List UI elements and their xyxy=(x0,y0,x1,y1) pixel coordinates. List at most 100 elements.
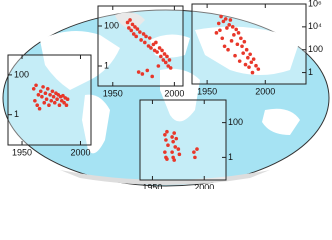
data-point xyxy=(163,132,167,137)
data-point xyxy=(172,158,176,162)
data-point xyxy=(52,100,57,105)
data-point xyxy=(243,62,248,67)
plot-frame xyxy=(191,3,307,85)
data-point xyxy=(37,106,42,111)
plot-frame xyxy=(97,5,184,87)
data-point xyxy=(159,54,163,59)
data-point xyxy=(219,14,223,19)
data-point xyxy=(48,92,52,97)
data-point xyxy=(38,89,43,94)
data-point xyxy=(254,63,258,68)
y-tick-label: 1 xyxy=(14,109,19,119)
data-point xyxy=(167,58,172,62)
y-tick-label: 10⁶ xyxy=(308,0,322,8)
page: 1 100 1950 2000 1 100 10⁴ 10⁶ 1950 2000 1 100 1950 20… xyxy=(2,0,330,189)
data-point xyxy=(242,39,247,44)
data-point xyxy=(233,53,237,58)
data-point xyxy=(135,27,140,31)
data-point xyxy=(34,83,38,88)
data-point xyxy=(246,55,250,60)
data-point xyxy=(138,30,142,34)
data-point xyxy=(240,44,244,49)
data-point xyxy=(195,147,199,151)
data-point xyxy=(44,97,49,102)
data-point xyxy=(40,94,44,99)
data-point xyxy=(230,25,235,29)
data-point xyxy=(160,48,164,53)
data-point xyxy=(164,138,168,142)
data-point xyxy=(129,28,134,33)
data-point xyxy=(147,36,152,40)
y-tick-label: 1 xyxy=(308,67,313,77)
y-tick-label: 100 xyxy=(14,69,29,79)
data-point xyxy=(144,34,148,39)
inset-chart: 1 100 1950 2000 xyxy=(97,5,184,98)
figure: 1 100 1950 2000 1 100 10⁴ 10⁶ 1950 2000 1 100 1950 20… xyxy=(2,0,330,189)
data-point xyxy=(220,36,225,41)
data-point xyxy=(136,70,141,74)
data-point xyxy=(234,27,239,32)
data-point xyxy=(141,32,146,36)
data-point xyxy=(149,46,153,50)
y-tick-label: 100 xyxy=(308,44,323,54)
data-point xyxy=(126,26,131,30)
data-point xyxy=(43,91,48,96)
data-point xyxy=(65,97,70,102)
data-point xyxy=(35,103,40,108)
data-point xyxy=(166,64,171,68)
data-point xyxy=(226,47,230,52)
data-point xyxy=(232,33,236,37)
data-point xyxy=(250,70,255,75)
data-point xyxy=(161,58,166,62)
data-point xyxy=(162,52,167,56)
data-point xyxy=(140,72,145,76)
data-point xyxy=(171,139,175,144)
x-tick-label: 1950 xyxy=(142,182,162,189)
data-point xyxy=(173,145,178,149)
data-point xyxy=(256,67,261,71)
data-point xyxy=(45,87,50,91)
data-point xyxy=(125,20,130,25)
data-point xyxy=(222,44,227,49)
x-tick-label: 2000 xyxy=(255,86,275,96)
data-point xyxy=(248,52,252,57)
world-map xyxy=(2,9,330,187)
data-point xyxy=(225,26,229,30)
x-tick-label: 2000 xyxy=(164,88,184,98)
data-point xyxy=(151,42,156,47)
data-point xyxy=(165,54,169,59)
y-tick-label: 100 xyxy=(104,20,119,30)
x-tick-label: 1950 xyxy=(12,147,32,157)
data-point xyxy=(51,94,56,99)
data-point xyxy=(218,28,222,33)
data-point xyxy=(145,68,150,73)
data-point xyxy=(36,92,41,97)
data-point xyxy=(192,150,196,154)
y-tick-label: 1 xyxy=(104,60,109,70)
data-point xyxy=(228,18,233,22)
data-point xyxy=(239,36,243,41)
x-tick-label: 1950 xyxy=(103,88,123,98)
inset-chart: 1 100 1950 2000 xyxy=(139,99,243,189)
y-tick-label: 10⁴ xyxy=(308,21,322,31)
data-point xyxy=(156,64,161,68)
data-point xyxy=(155,50,159,54)
data-point xyxy=(251,57,256,61)
data-point xyxy=(57,103,62,108)
data-point xyxy=(61,93,65,98)
data-point xyxy=(168,66,173,70)
data-point xyxy=(134,34,138,39)
data-point xyxy=(227,23,232,27)
data-point xyxy=(176,147,181,151)
y-tick-label: 100 xyxy=(228,117,243,127)
data-point xyxy=(163,60,168,65)
data-point xyxy=(235,42,240,47)
data-point xyxy=(165,129,169,134)
panels: 1 100 1950 2000 1 100 10⁴ 10⁶ 1950 2000 1 100 1950 20… xyxy=(7,0,323,189)
data-point xyxy=(193,155,197,160)
data-point xyxy=(177,152,182,157)
data-point xyxy=(249,60,254,65)
data-point xyxy=(172,131,176,135)
data-point xyxy=(41,85,45,89)
data-point xyxy=(62,100,66,105)
